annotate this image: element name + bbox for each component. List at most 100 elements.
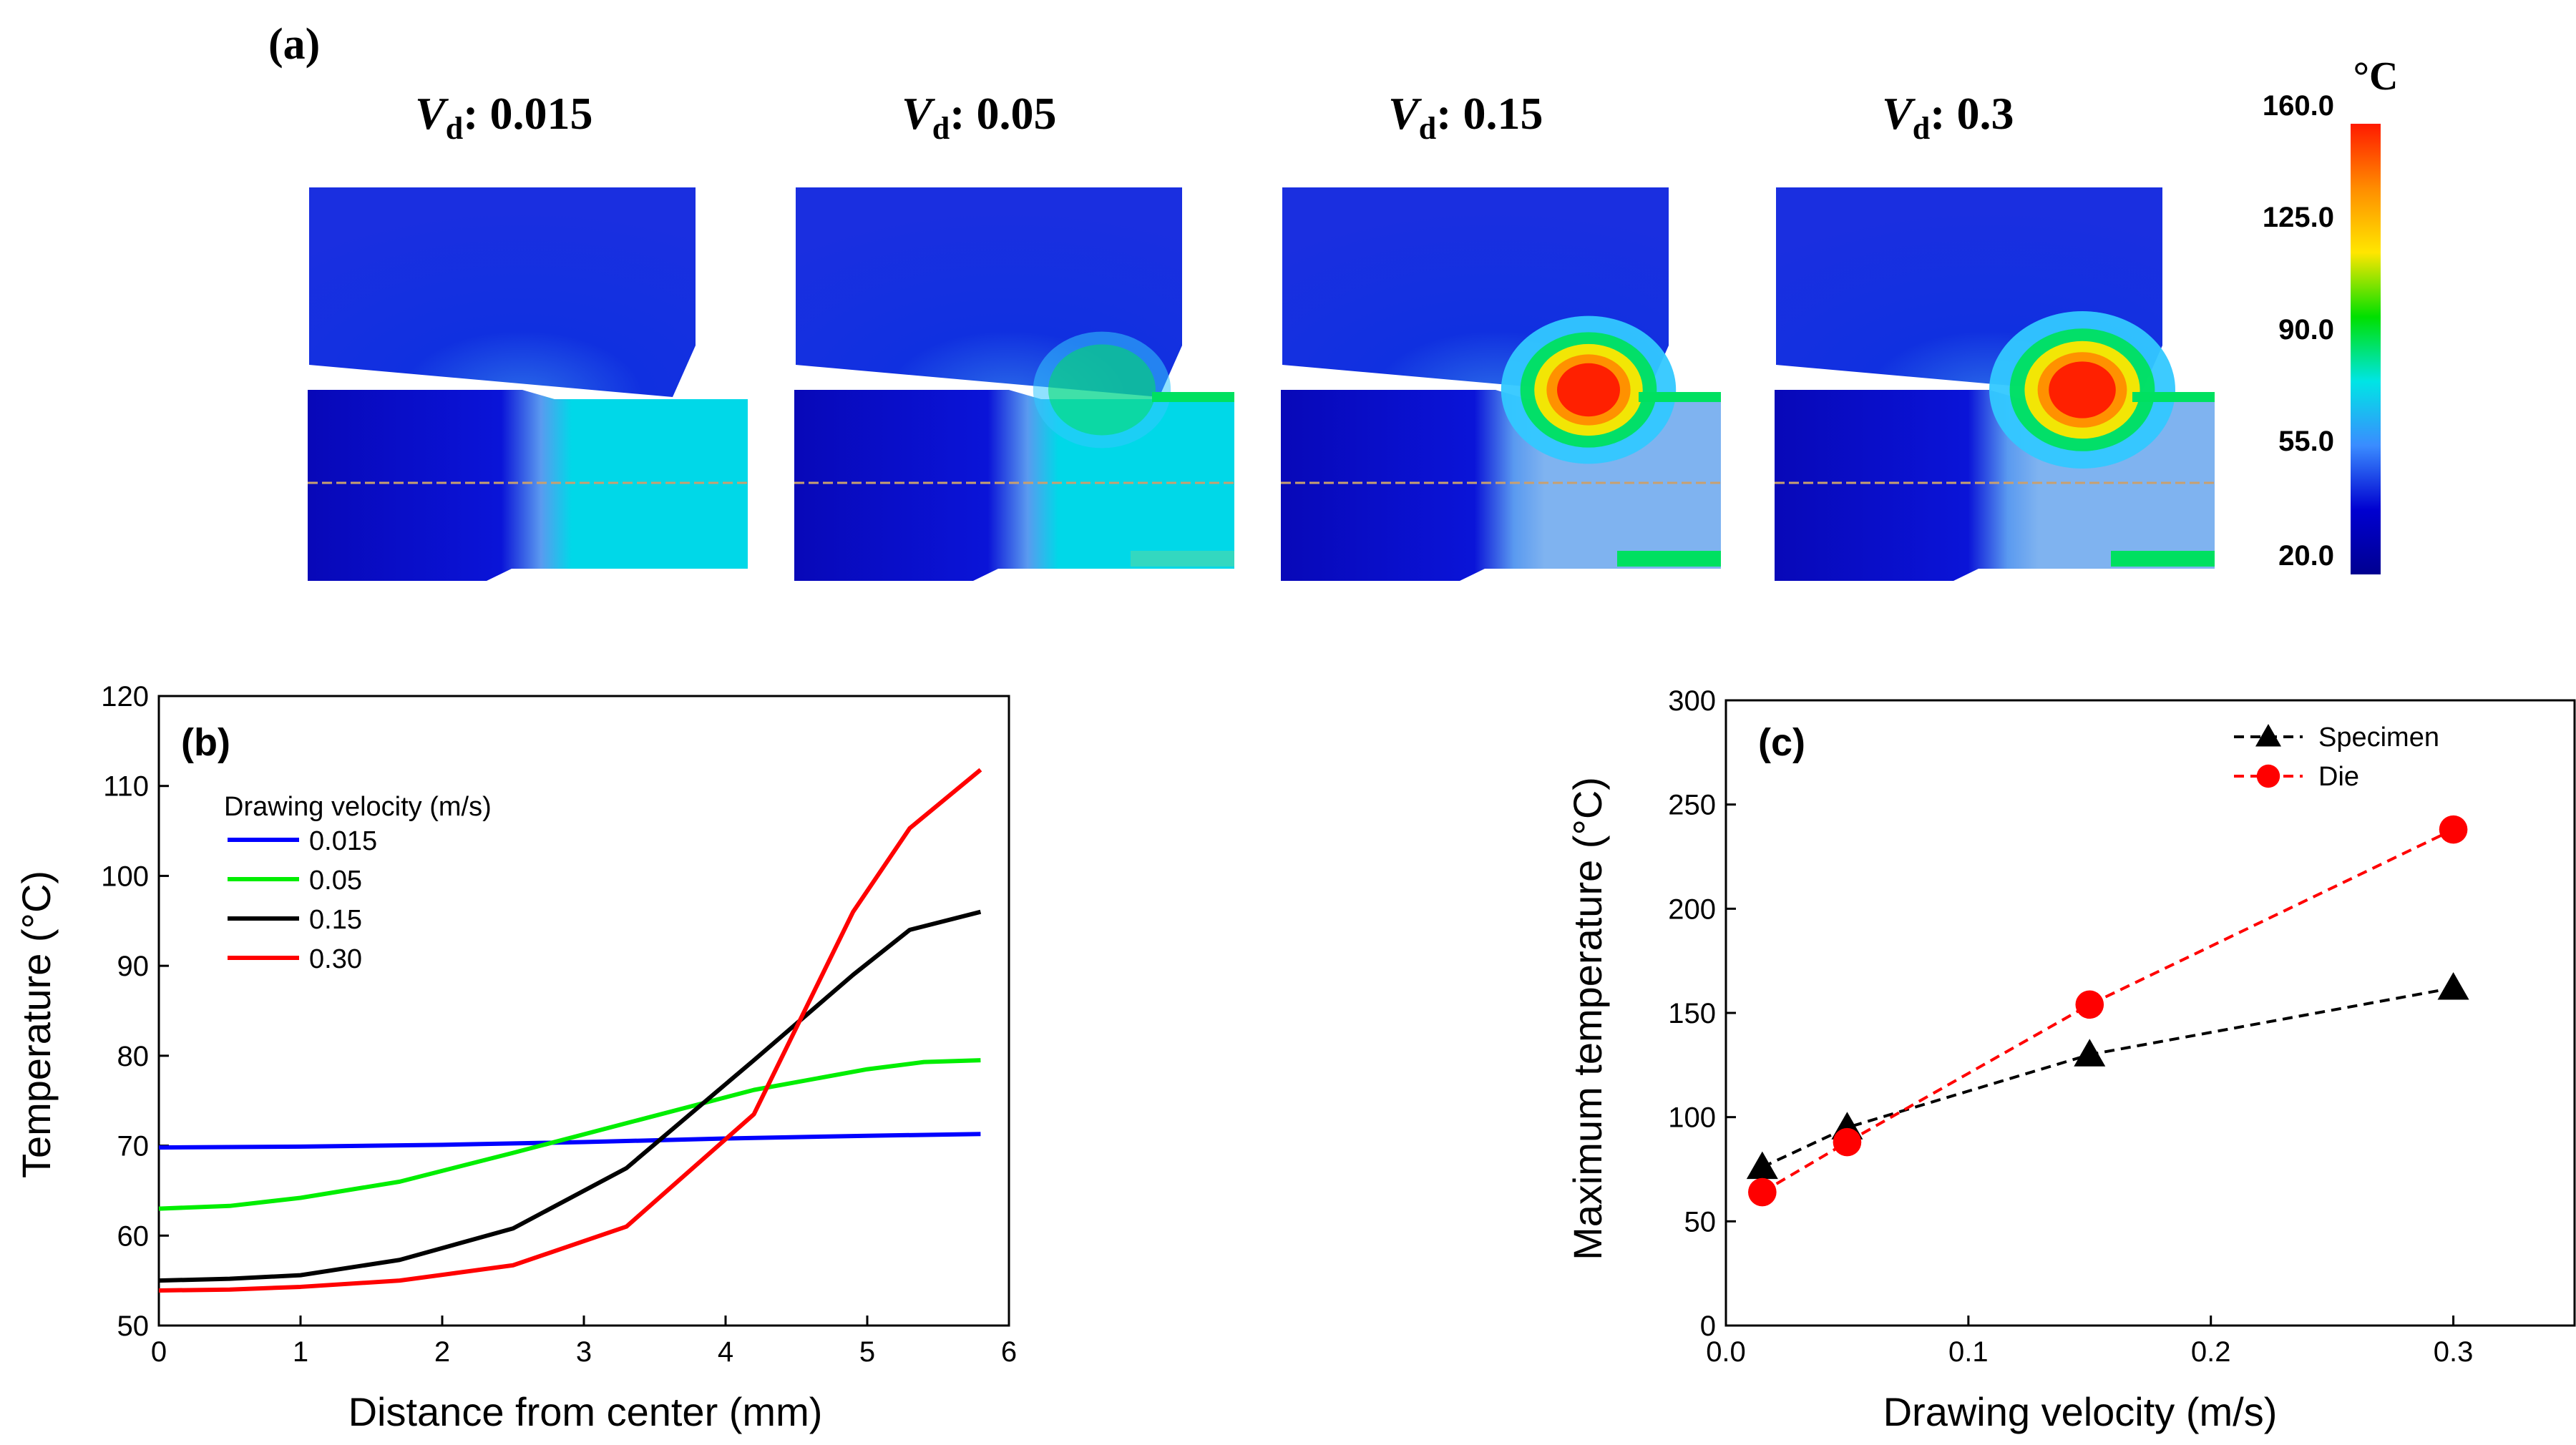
series-line-0.05 — [158, 1058, 981, 1211]
simulation-title-2: Vd: 0.15 — [1388, 88, 1543, 146]
chart-c-ylabel: Maximum temperature (°C) — [1565, 777, 1610, 1260]
y-tick-label: 300 — [1668, 685, 1716, 717]
chart-c-xlabel: Drawing velocity (m/s) — [1883, 1389, 2278, 1434]
panel-a-label: (a) — [268, 20, 320, 69]
velocity-subscript: d — [1419, 111, 1436, 146]
x-tick-label: 5 — [859, 1336, 875, 1368]
data-point-Specimen — [2074, 1039, 2106, 1067]
simulation-title-1: Vd: 0.05 — [902, 88, 1056, 146]
x-tick-label: 0.3 — [2434, 1336, 2474, 1368]
data-point-Specimen — [1746, 1151, 1778, 1180]
data-point-Die — [2075, 990, 2104, 1019]
x-tick-label: 0.2 — [2191, 1336, 2231, 1368]
surface-strip-bottom — [1131, 551, 1234, 567]
x-tick-label: 6 — [1001, 1336, 1017, 1368]
velocity-value: : 0.015 — [463, 88, 592, 139]
series-line-0.15 — [158, 909, 982, 1283]
legend-label-Specimen: Specimen — [2318, 722, 2439, 753]
simulation-panel-0: Vd: 0.015 — [308, 88, 748, 581]
y-tick-label: 50 — [1684, 1206, 1717, 1238]
colorbar-tick-0: 160.0 — [2263, 90, 2334, 122]
y-tick-label: 120 — [101, 681, 149, 712]
plot-area — [157, 695, 1010, 1327]
panel-a: (a) Vd: 0.015 Vd: 0.05 Vd: 0.15 Vd: 0.3 °C … — [268, 20, 2398, 581]
surface-strip-bottom — [1617, 551, 1721, 567]
surface-strip-top — [1152, 392, 1234, 402]
velocity-symbol: V — [415, 88, 449, 139]
y-tick-label: 70 — [117, 1131, 150, 1162]
data-point-Specimen — [2437, 972, 2469, 1000]
hot-zone-ring-4 — [2049, 361, 2116, 418]
colorbar-unit: °C — [2353, 54, 2399, 99]
chart-b-legend-title: Drawing velocity (m/s) — [224, 792, 492, 822]
colorbar-tick-3: 55.0 — [2278, 426, 2334, 457]
hot-zone-ring-4 — [1557, 363, 1620, 417]
series-line-0.30 — [158, 768, 982, 1293]
simulation-panel-3: Vd: 0.3 — [1775, 88, 2215, 581]
y-tick-label: 110 — [103, 771, 149, 803]
legend-label-0.30: 0.30 — [309, 944, 362, 974]
x-tick-label: 4 — [718, 1336, 733, 1368]
chart-b-xlabel: Distance from center (mm) — [348, 1389, 823, 1434]
velocity-subscript: d — [446, 111, 463, 146]
y-tick-label: 100 — [1668, 1102, 1716, 1134]
surface-strip-top — [1639, 392, 1721, 402]
chart-b: (b) Drawing velocity (m/s) Distance from… — [14, 681, 1017, 1434]
data-point-Die — [1748, 1177, 1777, 1207]
velocity-symbol: V — [902, 88, 936, 139]
colorbar-tick-4: 20.0 — [2278, 540, 2334, 572]
velocity-value: : 0.15 — [1436, 88, 1543, 139]
x-tick-label: 0 — [151, 1336, 167, 1368]
specimen-block — [308, 390, 748, 581]
x-tick-label: 0.0 — [1706, 1336, 1746, 1368]
data-point-Die — [2439, 815, 2468, 844]
y-tick-label: 100 — [101, 861, 149, 892]
legend-marker-Die — [2256, 764, 2280, 788]
series-line-Die — [1761, 828, 2454, 1194]
x-tick-label: 3 — [576, 1336, 592, 1368]
chart-b-panel-label: (b) — [181, 721, 230, 764]
x-tick-label: 0.1 — [1948, 1336, 1989, 1368]
surface-strip-bottom — [2111, 551, 2215, 567]
y-tick-label: 90 — [117, 951, 150, 982]
y-tick-label: 0 — [1700, 1311, 1716, 1342]
plot-area — [1724, 699, 2576, 1327]
legend-label-Die: Die — [2318, 762, 2359, 792]
legend-label-0.015: 0.015 — [309, 826, 377, 856]
chart-b-ylabel: Temperature (°C) — [14, 871, 59, 1178]
legend-label-0.05: 0.05 — [309, 866, 362, 896]
y-tick-label: 50 — [117, 1311, 150, 1342]
legend-label-0.15: 0.15 — [309, 905, 362, 935]
simulation-title-0: Vd: 0.015 — [415, 88, 592, 146]
simulation-panel-1: Vd: 0.05 — [794, 88, 1234, 581]
simulation-title-3: Vd: 0.3 — [1882, 88, 2014, 146]
y-tick-label: 80 — [117, 1041, 150, 1072]
hot-zone-ring-1 — [1048, 344, 1156, 436]
series-line-0.015 — [158, 1132, 981, 1150]
velocity-value: : 0.05 — [950, 88, 1056, 139]
x-tick-label: 2 — [434, 1336, 450, 1368]
data-point-Die — [1833, 1127, 1862, 1157]
colorbar-tick-2: 90.0 — [2278, 314, 2334, 346]
colorbar: °C 160.0 125.0 90.0 55.0 20.0 — [2263, 54, 2399, 574]
chart-c-panel-label: (c) — [1758, 721, 1805, 764]
y-tick-label: 60 — [117, 1220, 150, 1252]
chart-c: (c) Drawing velocity (m/s) Maximum tempe… — [1565, 685, 2576, 1434]
die-block — [309, 187, 696, 397]
legend-marker-Specimen — [2255, 724, 2281, 747]
simulation-panel-2: Vd: 0.15 — [1281, 88, 1721, 581]
colorbar-gradient — [2351, 124, 2381, 574]
velocity-value: : 0.3 — [1930, 88, 2014, 139]
velocity-symbol: V — [1882, 88, 1916, 139]
y-tick-label: 250 — [1668, 790, 1716, 821]
surface-strip-top — [2132, 392, 2215, 402]
series-line-Specimen — [1761, 986, 2454, 1169]
y-tick-label: 200 — [1668, 893, 1716, 925]
velocity-subscript: d — [932, 111, 950, 146]
velocity-symbol: V — [1388, 88, 1423, 139]
velocity-subscript: d — [1913, 111, 1930, 146]
x-tick-label: 1 — [293, 1336, 308, 1368]
y-tick-label: 150 — [1668, 998, 1716, 1029]
colorbar-tick-1: 125.0 — [2263, 202, 2334, 233]
